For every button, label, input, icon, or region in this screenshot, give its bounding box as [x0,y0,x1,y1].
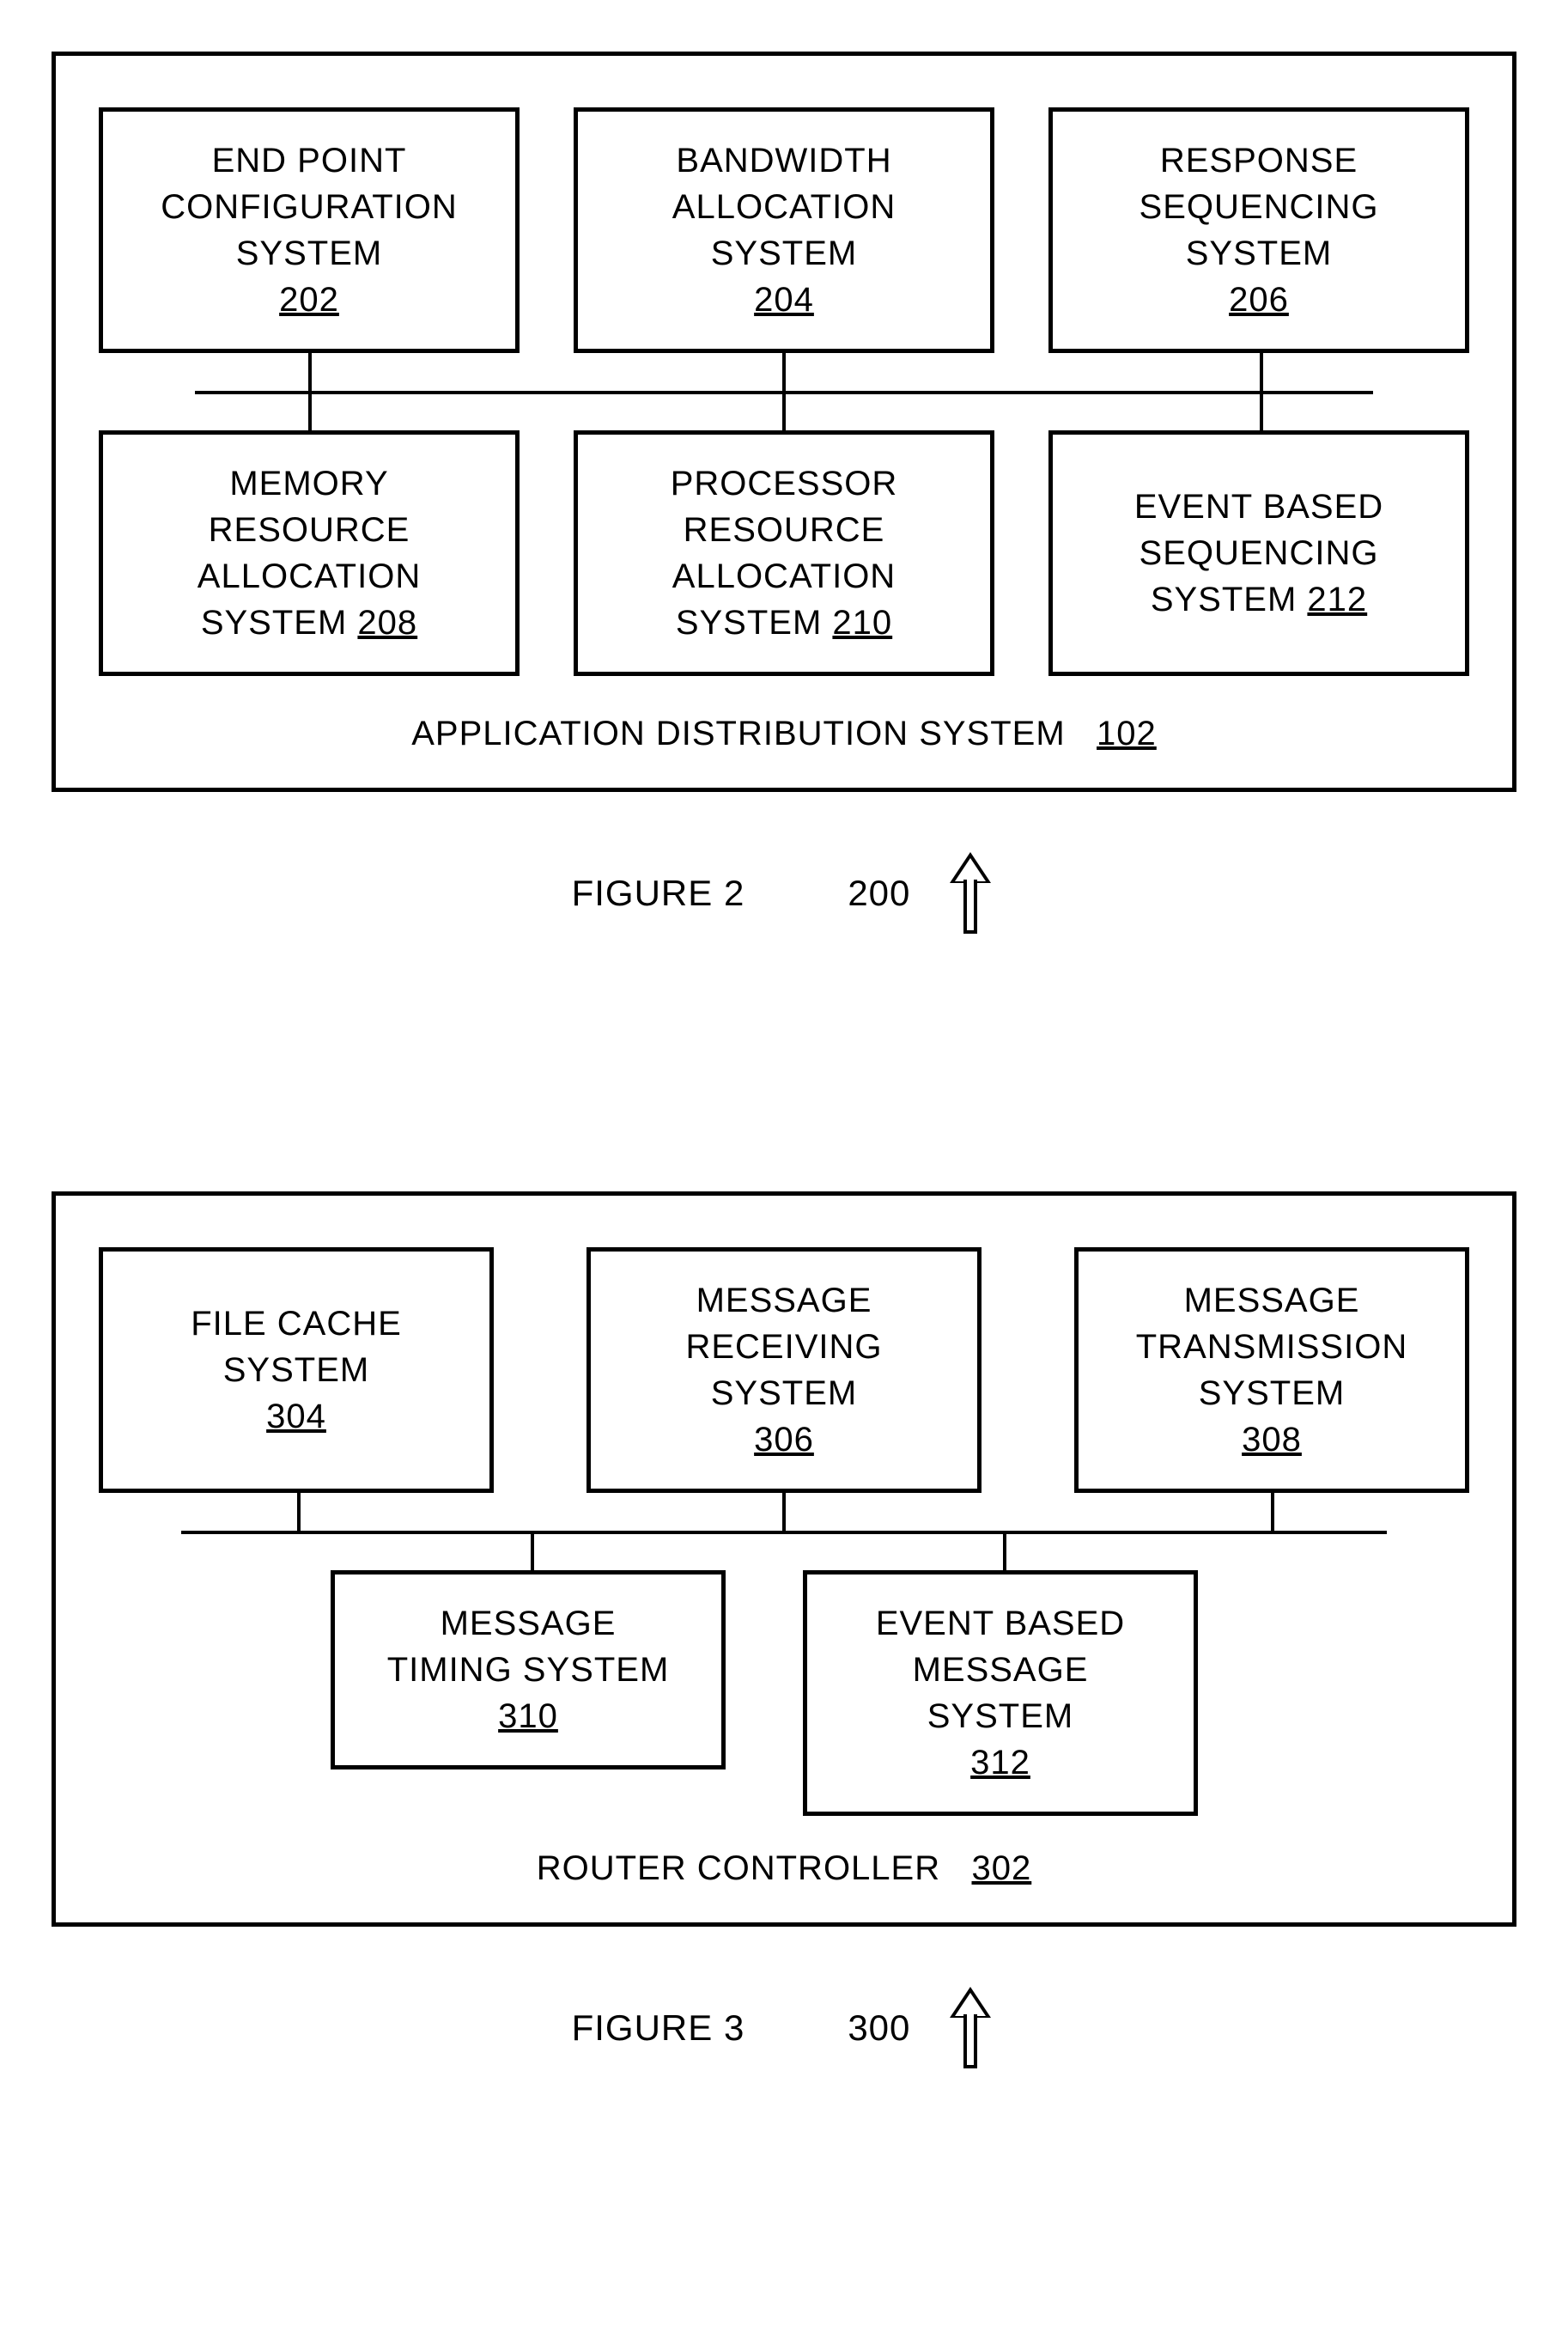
reference-number: 306 [754,1416,814,1463]
end-point-configuration-system-box: END POINT CONFIGURATION SYSTEM 202 [99,107,520,353]
processor-resource-allocation-system-box: PROCESSOR RESOURCE ALLOCATION SYSTEM 210 [574,430,994,676]
figure-3-caption: FIGURE 3 300 [52,1987,1516,2068]
reference-number: 312 [970,1739,1030,1786]
figure-3-row-1: FILE CACHE SYSTEM 304 MESSAGE RECEIVING … [99,1247,1469,1493]
reference-number: 210 [832,600,892,646]
figure-overall-ref: 200 [848,873,910,914]
reference-number: 310 [498,1693,558,1739]
figure-2: END POINT CONFIGURATION SYSTEM 202 BANDW… [52,52,1516,934]
figure-3-bus [99,1493,1469,1570]
response-sequencing-system-box: RESPONSE SEQUENCING SYSTEM 206 [1048,107,1469,353]
box-label: MESSAGE RECEIVING SYSTEM [685,1277,882,1416]
event-based-sequencing-system-box: EVENT BASED SEQUENCING SYSTEM 212 [1048,430,1469,676]
up-arrow-icon [945,1987,996,2068]
figure-3-container: FILE CACHE SYSTEM 304 MESSAGE RECEIVING … [52,1191,1516,1927]
event-based-message-system-box: EVENT BASED MESSAGE SYSTEM 312 [803,1570,1198,1816]
reference-number: 302 [972,1849,1032,1888]
bandwidth-allocation-system-box: BANDWIDTH ALLOCATION SYSTEM 204 [574,107,994,353]
box-label: RESPONSE SEQUENCING SYSTEM [1140,137,1379,277]
figure-2-container-title: APPLICATION DISTRIBUTION SYSTEM 102 [99,715,1469,753]
figure-2-row-2: MEMORY RESOURCE ALLOCATION SYSTEM 208 PR… [99,430,1469,676]
reference-number: 304 [266,1393,326,1440]
box-label: EVENT BASED SEQUENCING SYSTEM 212 [1134,484,1383,623]
reference-number: 308 [1242,1416,1302,1463]
figure-2-caption: FIGURE 2 200 [52,852,1516,934]
reference-number: 202 [279,277,339,323]
box-label: FILE CACHE SYSTEM [191,1300,402,1393]
reference-number: 206 [1229,277,1289,323]
figure-2-row-1: END POINT CONFIGURATION SYSTEM 202 BANDW… [99,107,1469,353]
box-label: MEMORY RESOURCE ALLOCATION SYSTEM 208 [198,460,421,646]
figure-3-container-title: ROUTER CONTROLLER 302 [99,1849,1469,1888]
reference-number: 204 [754,277,814,323]
box-label: MESSAGE TIMING SYSTEM [387,1600,670,1693]
reference-number: 208 [357,600,417,646]
figure-caption-text: FIGURE 2 [572,873,745,914]
figure-caption-text: FIGURE 3 [572,2007,745,2049]
figure-3: FILE CACHE SYSTEM 304 MESSAGE RECEIVING … [52,1191,1516,2068]
message-timing-system-box: MESSAGE TIMING SYSTEM 310 [331,1570,726,1769]
figure-overall-ref: 300 [848,2007,910,2049]
message-receiving-system-box: MESSAGE RECEIVING SYSTEM 306 [586,1247,982,1493]
box-label: EVENT BASED MESSAGE SYSTEM [876,1600,1125,1739]
up-arrow-icon [945,852,996,934]
memory-resource-allocation-system-box: MEMORY RESOURCE ALLOCATION SYSTEM 208 [99,430,520,676]
figure-3-row-2: MESSAGE TIMING SYSTEM 310 EVENT BASED ME… [99,1570,1469,1811]
reference-number: 212 [1307,576,1367,623]
file-cache-system-box: FILE CACHE SYSTEM 304 [99,1247,494,1493]
box-label: END POINT CONFIGURATION SYSTEM [161,137,458,277]
figure-2-container: END POINT CONFIGURATION SYSTEM 202 BANDW… [52,52,1516,792]
box-label: PROCESSOR RESOURCE ALLOCATION SYSTEM 210 [671,460,898,646]
box-label: BANDWIDTH ALLOCATION SYSTEM [672,137,896,277]
box-label: MESSAGE TRANSMISSION SYSTEM [1136,1277,1407,1416]
figure-2-bus [99,353,1469,430]
reference-number: 102 [1097,715,1157,753]
message-transmission-system-box: MESSAGE TRANSMISSION SYSTEM 308 [1074,1247,1469,1493]
